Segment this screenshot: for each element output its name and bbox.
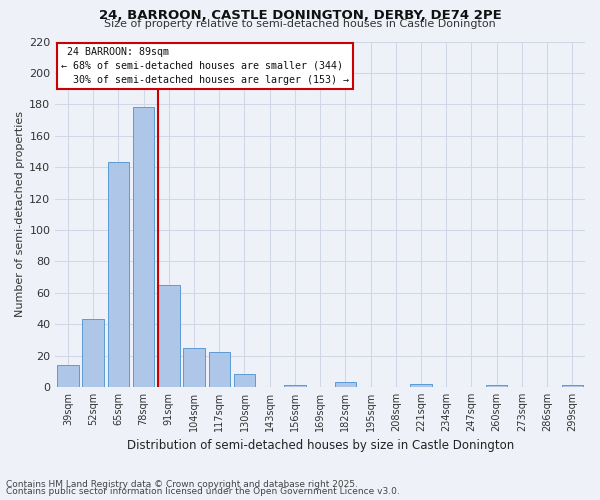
Bar (234, 374, 255, 387)
Bar (562, 386, 583, 387)
Bar (486, 386, 508, 387)
Text: 24, BARROON, CASTLE DONINGTON, DERBY, DE74 2PE: 24, BARROON, CASTLE DONINGTON, DERBY, DE… (98, 9, 502, 22)
Bar (410, 384, 432, 387)
Text: 24 BARROON: 89sqm
← 68% of semi-detached houses are smaller (344)
  30% of semi-: 24 BARROON: 89sqm ← 68% of semi-detached… (61, 46, 349, 84)
Bar (82, 320, 104, 387)
Text: Contains HM Land Registry data © Crown copyright and database right 2025.: Contains HM Land Registry data © Crown c… (6, 480, 358, 489)
Y-axis label: Number of semi-detached properties: Number of semi-detached properties (15, 111, 25, 317)
Bar (158, 285, 179, 387)
Text: Contains public sector information licensed under the Open Government Licence v3: Contains public sector information licen… (6, 487, 400, 496)
Text: Size of property relative to semi-detached houses in Castle Donington: Size of property relative to semi-detach… (104, 19, 496, 29)
X-axis label: Distribution of semi-detached houses by size in Castle Donington: Distribution of semi-detached houses by … (127, 440, 514, 452)
Bar (335, 382, 356, 387)
Bar (57, 365, 79, 387)
Bar (209, 352, 230, 387)
Bar (284, 386, 305, 387)
Bar (183, 348, 205, 387)
Bar (133, 108, 154, 387)
Bar (107, 162, 129, 387)
